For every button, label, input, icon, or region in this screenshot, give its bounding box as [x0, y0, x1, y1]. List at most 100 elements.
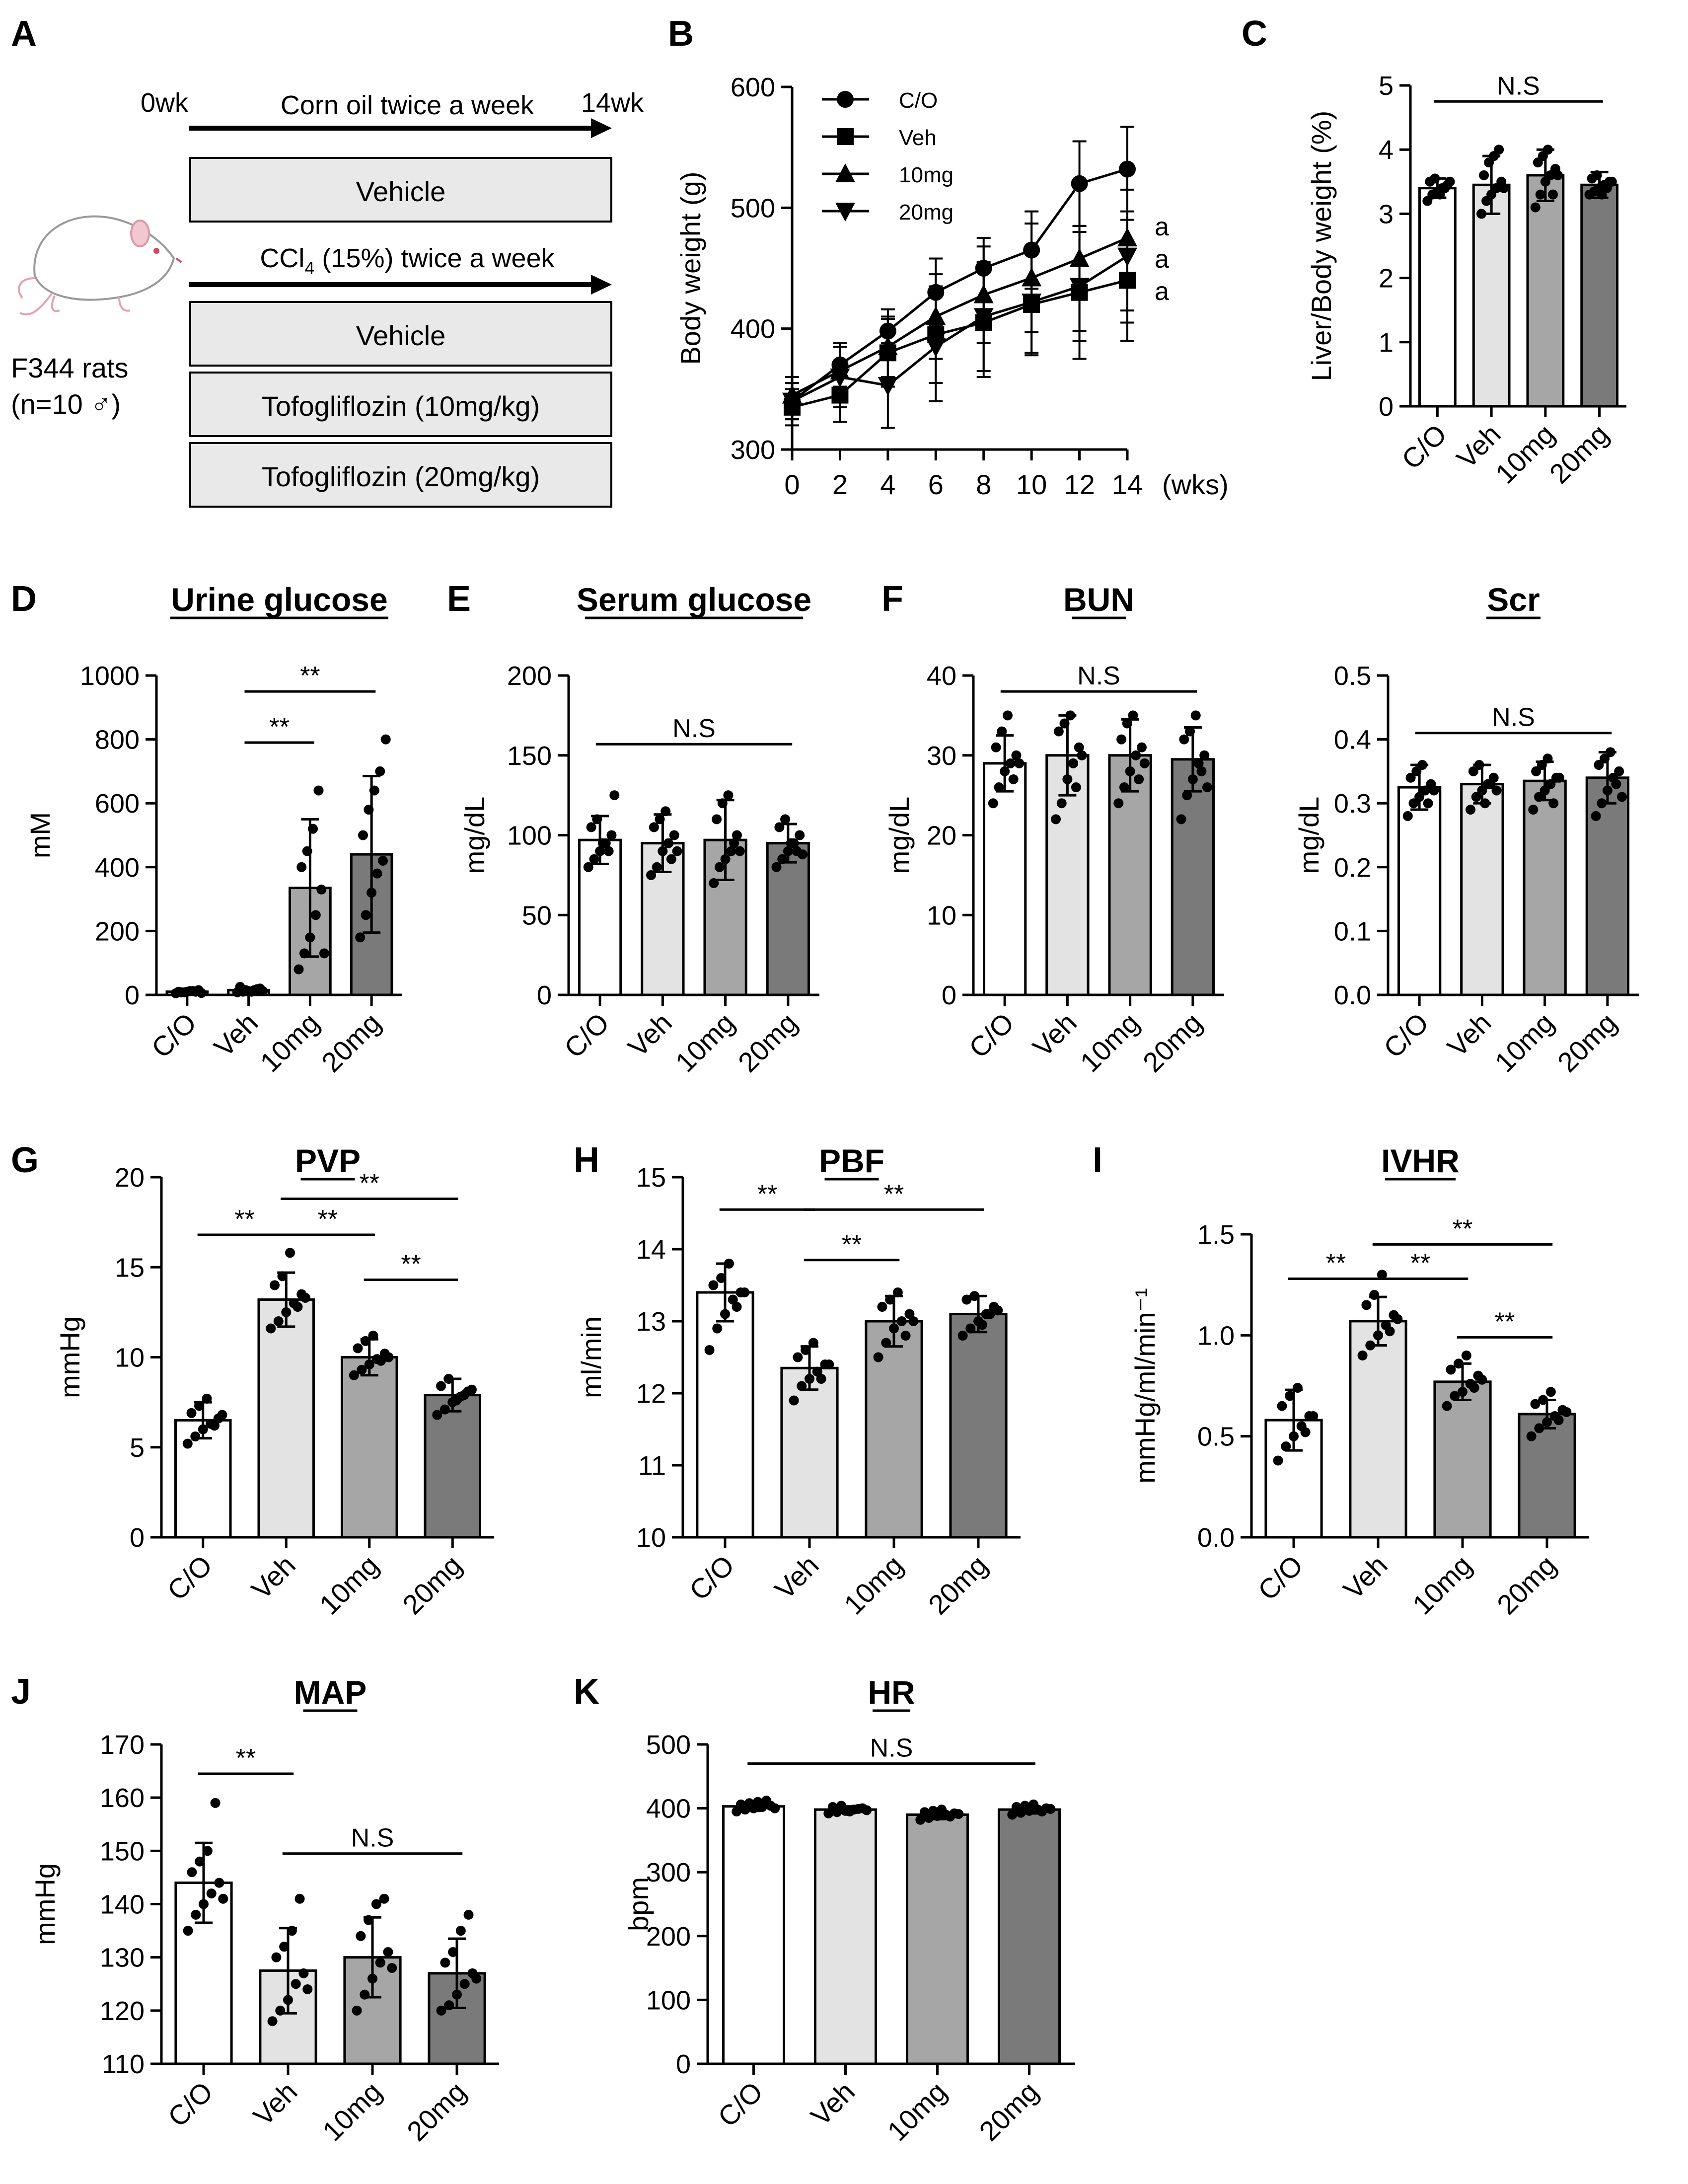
chart-J: J MAP C/O Veh 10mg 20mg 110 120 130 140 150 160 170 m… [11, 1672, 499, 2147]
F1-title: BUN [1063, 581, 1134, 618]
D-x-tick-label: 10mg [254, 1007, 325, 1078]
J-y-tick-label: 130 [100, 1943, 145, 1973]
K-data-point [736, 1800, 746, 1809]
I-bar [1519, 1414, 1575, 1537]
F1-data-point [1051, 814, 1061, 824]
F1-data-point [1202, 782, 1212, 792]
J-data-point [191, 1910, 201, 1920]
K-data-point [828, 1802, 838, 1812]
F1-bar [1172, 759, 1213, 995]
G-x-tick-label: 20mg [396, 1549, 468, 1621]
J-significance-label: N.S [351, 1824, 394, 1853]
F2-data-point [1548, 798, 1558, 808]
H-data-point [881, 1338, 891, 1348]
D-x-tick-label: 20mg [315, 1007, 387, 1078]
J-y-tick-label: 170 [100, 1730, 145, 1760]
J-y-axis-label: mmHg [29, 1863, 61, 1945]
end-week-label: 14wk [581, 88, 644, 118]
G-data-point [194, 1401, 204, 1411]
B-y-tick-label: 600 [731, 73, 775, 102]
F2-x-tick-label: 10mg [1489, 1007, 1560, 1078]
G-data-point [278, 1271, 288, 1281]
E-data-point [584, 862, 593, 872]
panel-a-schematic: A 0wk 14wk Corn oil twice a week Vehicle… [11, 14, 644, 507]
J-data-point [287, 1926, 297, 1936]
D-significance-label: ** [269, 713, 289, 742]
H-panel-letter: H [574, 1140, 599, 1180]
E-data-point [723, 790, 733, 800]
F1-x-tick-label: C/O [963, 1007, 1020, 1064]
chart-I: I IVHRC/O Veh 10mg 20mg0.00.51.01.5mmHg/ml/m… [1093, 1140, 1589, 1621]
G-data-point [281, 1307, 291, 1317]
I-data-point [1373, 1330, 1383, 1340]
H-data-point [908, 1316, 918, 1326]
H-x-tick-label: 20mg [922, 1549, 994, 1621]
H-data-point [720, 1309, 730, 1319]
corn-oil-arrowhead [591, 118, 612, 138]
F1-y-axis-label: mg/dL [883, 797, 915, 874]
J-data-point [367, 1974, 377, 1984]
F2-data-point [1474, 760, 1484, 770]
K-y-tick-label: 0 [676, 2049, 691, 2079]
B-legend-label: C/O [899, 88, 938, 113]
vehicle-box-ccl4-label: Vehicle [356, 320, 446, 351]
D-data-point [308, 824, 318, 834]
I-data-point [1469, 1383, 1479, 1393]
E-y-tick-label: 0 [537, 980, 552, 1010]
H-data-point [708, 1280, 718, 1290]
F2-data-point [1614, 766, 1624, 776]
D-y-tick-label: 1000 [80, 661, 140, 691]
B-x-tick-label: 12 [1064, 469, 1095, 500]
F1-data-point [1179, 735, 1189, 745]
H-x-tick-label: Veh [769, 1549, 825, 1605]
F1-data-point [1128, 710, 1138, 720]
J-data-point [440, 1958, 450, 1967]
K-data-point [1012, 1802, 1022, 1812]
tofogliflozin-10-label: Tofogliflozin (10mg/kg) [262, 390, 540, 422]
H-data-point [797, 1381, 807, 1391]
F2-data-point [1423, 798, 1433, 808]
K-data-point [836, 1801, 846, 1810]
F2-data-point [1603, 785, 1613, 795]
F1-data-point [1116, 735, 1126, 745]
I-data-point [1289, 1431, 1299, 1441]
E-y-tick-label: 150 [507, 741, 552, 771]
J-data-point [352, 2006, 362, 2016]
J-data-point [214, 1878, 224, 1888]
K-x-tick-label: C/O [712, 2076, 769, 2133]
I-data-point [1477, 1375, 1487, 1385]
chart-H: H PBFC/O Veh 10mg 20mg101112131415ml/min****… [574, 1140, 1021, 1621]
start-week-label: 0wk [141, 88, 189, 118]
C-data-point [1445, 177, 1455, 187]
F1-y-tick-label: 10 [927, 901, 956, 930]
C-x-tick-label: 10mg [1489, 418, 1561, 490]
H-data-point [716, 1273, 726, 1283]
K-data-point [954, 1809, 963, 1819]
E-data-point [718, 798, 728, 808]
J-x-tick-label: Veh [247, 2076, 303, 2132]
F2-data-point [1492, 785, 1502, 795]
H-data-point [885, 1295, 895, 1305]
F2-x-tick-label: Veh [1441, 1007, 1497, 1063]
K-data-point [937, 1805, 947, 1814]
F2-title: Scr [1487, 581, 1540, 618]
D-data-point [361, 910, 371, 920]
K-bar [723, 1807, 784, 2064]
C-bar [1582, 185, 1617, 406]
F1-bar [984, 763, 1025, 995]
B-x-tick-label: 14 [1112, 469, 1143, 500]
H-y-tick-label: 12 [636, 1379, 666, 1409]
H-data-point [993, 1305, 1003, 1315]
E-data-point [592, 814, 602, 824]
H-significance-label: ** [884, 1180, 904, 1208]
H-data-point [724, 1259, 734, 1269]
C-data-point [1607, 177, 1617, 187]
C-y-tick-label: 1 [1379, 328, 1394, 358]
G-y-axis-label: mmHg [54, 1316, 85, 1398]
F1-data-point [1071, 782, 1081, 792]
E-y-tick-label: 100 [507, 821, 552, 851]
F1-data-point [1191, 710, 1201, 720]
E-x-tick-label: Veh [622, 1007, 678, 1063]
F1-data-point [1131, 751, 1141, 760]
F2-y-tick-label: 0.4 [1334, 725, 1371, 755]
